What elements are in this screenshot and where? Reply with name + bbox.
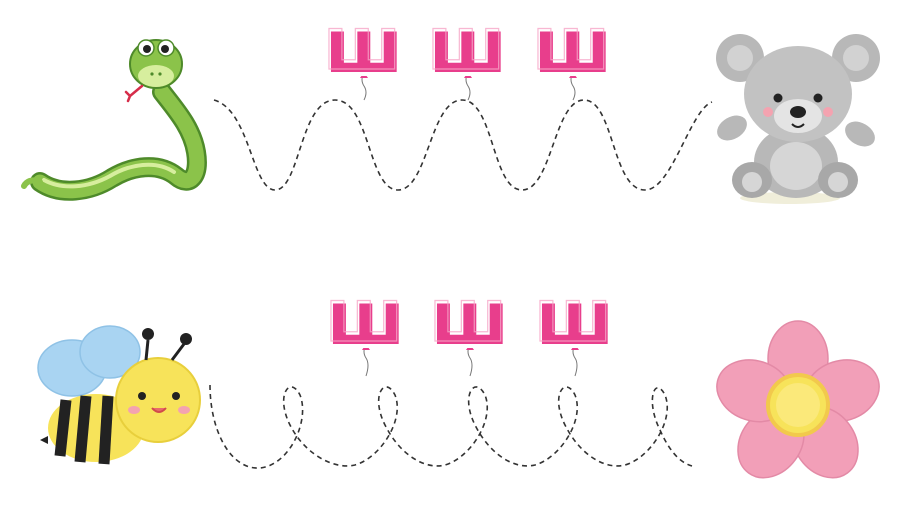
bee-picture xyxy=(37,325,201,465)
balloon-knot xyxy=(360,72,368,78)
balloon-letter-shine: ш xyxy=(325,273,404,359)
balloon-letter-shine: ш xyxy=(532,1,611,87)
balloon-knot xyxy=(362,344,370,350)
balloon-letter-outline: ш xyxy=(534,4,613,90)
balloon-letter-outline: ш xyxy=(325,4,404,90)
flower-picture xyxy=(716,320,880,479)
balloon-letter-outline: ш xyxy=(431,276,510,362)
letter-balloon: шшш xyxy=(532,272,618,377)
balloon-letter: ш xyxy=(429,4,508,90)
balloon-letter-outline: ш xyxy=(327,276,406,362)
letter-balloon: шшш xyxy=(321,0,407,101)
balloon-letter: ш xyxy=(325,4,404,90)
tracing-path-row1 xyxy=(213,99,713,191)
balloon-knot xyxy=(464,72,472,78)
letter-balloon: шшш xyxy=(323,272,409,377)
balloon-knot xyxy=(571,344,579,350)
balloon-knot xyxy=(569,72,577,78)
balloon-letter: ш xyxy=(431,276,510,362)
snake-picture xyxy=(21,39,207,201)
balloon-letter-shine: ш xyxy=(427,1,506,87)
balloon-knot xyxy=(466,344,474,350)
balloon-letter: ш xyxy=(536,276,615,362)
balloon-letter-outline: ш xyxy=(429,4,508,90)
balloon-letter-shine: ш xyxy=(323,1,402,87)
balloon-letter-shine: ш xyxy=(534,273,613,359)
letter-balloon: шшш xyxy=(427,272,513,377)
letter-balloon: шшш xyxy=(425,0,511,101)
balloon-letter-outline: ш xyxy=(536,276,615,362)
tracing-path-row2 xyxy=(209,384,693,469)
balloon-letter-shine: ш xyxy=(429,273,508,359)
balloon-letter: ш xyxy=(534,4,613,90)
letter-balloon: шшш xyxy=(530,0,616,101)
letter-balloons-row1: шшш шшш шшш xyxy=(321,0,616,101)
balloon-letter: ш xyxy=(327,276,406,362)
teddy-bear-picture xyxy=(716,34,880,204)
letter-balloons-row2: шшш шшш шшш xyxy=(323,272,618,377)
